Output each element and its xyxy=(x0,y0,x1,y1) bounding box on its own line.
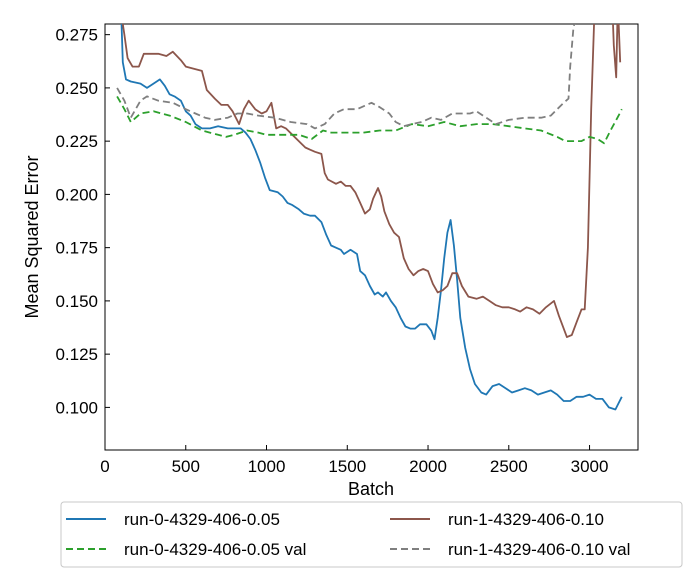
x-tick-label: 3000 xyxy=(571,457,609,476)
x-tick-label: 2500 xyxy=(490,457,528,476)
y-tick-label: 0.150 xyxy=(55,292,98,311)
x-axis-title: Batch xyxy=(348,479,394,499)
y-tick-label: 0.250 xyxy=(55,79,98,98)
y-axis-title: Mean Squared Error xyxy=(22,155,42,318)
legend-label-3: run-1-4329-406-0.10 val xyxy=(448,540,630,559)
y-tick-label: 0.100 xyxy=(55,398,98,417)
series-line-0 xyxy=(120,24,623,411)
y-tick-label: 0.200 xyxy=(55,185,98,204)
y-tick-label: 0.175 xyxy=(55,239,98,258)
x-tick-label: 500 xyxy=(172,457,200,476)
legend-label-2: run-0-4329-406-0.05 val xyxy=(124,540,306,559)
y-tick-label: 0.125 xyxy=(55,345,98,364)
legend: run-0-4329-406-0.05 run-0-4329-406-0.05 v… xyxy=(60,501,683,568)
series-line-2 xyxy=(116,95,623,145)
legend-label-1: run-1-4329-406-0.10 xyxy=(448,510,604,529)
x-tick-label: 0 xyxy=(100,457,109,476)
series-line-3 xyxy=(116,24,576,130)
series-line-1 xyxy=(121,24,622,338)
x-tick-label: 2000 xyxy=(409,457,447,476)
legend-label-0: run-0-4329-406-0.05 xyxy=(124,510,280,529)
x-tick-label: 1500 xyxy=(328,457,366,476)
x-tick-label: 1000 xyxy=(248,457,286,476)
legend-frame xyxy=(60,501,683,568)
y-tick-label: 0.275 xyxy=(55,26,98,45)
y-tick-label: 0.225 xyxy=(55,132,98,151)
plot-area xyxy=(104,23,639,451)
